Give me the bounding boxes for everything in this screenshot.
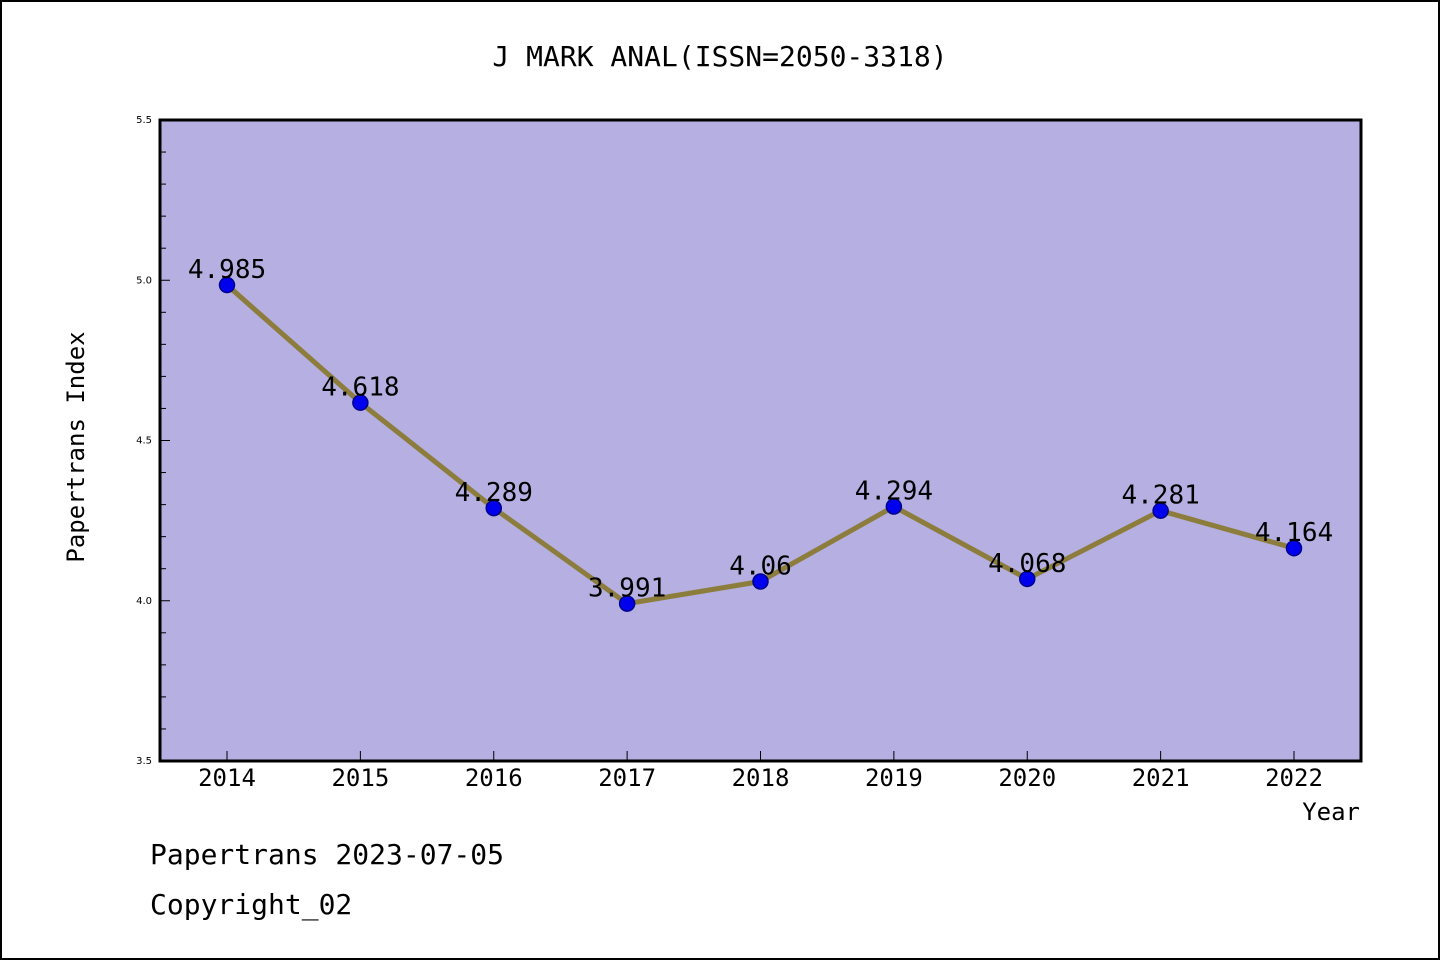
x-tick-label: 2015 [331,764,389,792]
data-point [218,276,236,294]
x-tick-label: 2014 [198,764,256,792]
data-point [752,573,769,590]
chart-title: J MARK ANAL(ISSN=2050-3318) [492,40,947,73]
x-tick-label: 2017 [598,764,656,792]
x-tick-label: 2022 [1265,764,1323,792]
y-tick-label: 3.5 [136,756,152,767]
y-tick-label: 4.5 [136,436,152,447]
x-axis-label: Year [1302,798,1360,826]
data-label: 4.294 [855,477,933,507]
plot-area [158,118,1363,763]
y-tick-label: 5.0 [136,275,152,286]
data-point [1019,570,1036,588]
footer-copyright: Copyright_02 [150,888,352,922]
y-tick-label: 4.0 [136,596,152,607]
data-label: 3.991 [588,574,666,604]
x-tick-label: 2018 [732,764,790,792]
y-axis-label: Papertrans Index [62,331,90,562]
x-tick-label: 2021 [1132,764,1190,792]
data-label: 4.068 [988,549,1066,579]
data-point [1152,502,1169,519]
y-axis: 3.5 4.0 4.5 5.0 5.5 [136,115,170,767]
data-label: 4.618 [321,373,399,403]
data-point [618,595,636,612]
data-label: 4.289 [455,478,533,508]
y-tick-label: 5.5 [136,115,152,126]
x-tick-label: 2020 [998,764,1056,792]
series-points-group [218,276,1303,612]
x-axis: 2014 2015 2016 2017 2018 2019 2020 2021 2022 [198,751,1323,792]
data-point [1285,539,1303,557]
data-label: 4.164 [1255,518,1333,548]
data-label: 4.985 [188,255,266,285]
data-label: 4.281 [1121,481,1199,511]
data-label: 4.06 [729,552,792,582]
footer-date: Papertrans 2023-07-05 [150,838,504,871]
x-tick-label: 2019 [865,764,923,792]
data-point [352,394,369,411]
x-tick-label: 2016 [465,764,523,792]
data-point [885,498,903,515]
data-labels-group: 4.985 4.618 4.289 3.991 4.06 4.294 4.068 4.281 4… [188,255,1333,604]
data-point [485,499,502,517]
